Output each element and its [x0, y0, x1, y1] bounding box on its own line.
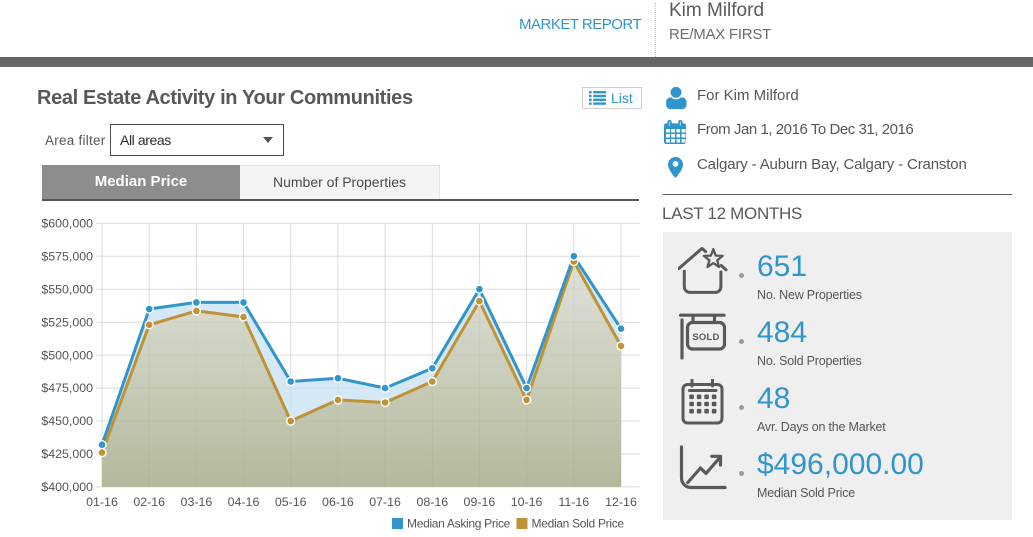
svg-text:$400,000: $400,000	[41, 480, 93, 494]
svg-text:10-16: 10-16	[511, 495, 543, 509]
svg-text:01-16: 01-16	[86, 495, 118, 509]
svg-text:09-16: 09-16	[464, 495, 496, 509]
svg-text:08-16: 08-16	[416, 495, 448, 509]
svg-text:Median Sold Price: Median Sold Price	[532, 517, 625, 531]
svg-text:11-16: 11-16	[558, 495, 589, 509]
svg-text:05-16: 05-16	[275, 495, 307, 509]
svg-text:$450,000: $450,000	[41, 414, 93, 428]
svg-text:$525,000: $525,000	[41, 315, 93, 329]
svg-text:06-16: 06-16	[322, 495, 354, 509]
svg-text:$600,000: $600,000	[41, 217, 93, 231]
svg-text:07-16: 07-16	[369, 495, 401, 509]
svg-text:SOLD: SOLD	[692, 332, 719, 343]
svg-text:Median Asking Price: Median Asking Price	[407, 517, 511, 531]
svg-text:$475,000: $475,000	[41, 381, 93, 395]
svg-text:02-16: 02-16	[133, 495, 165, 509]
svg-text:12-16: 12-16	[605, 495, 637, 509]
svg-text:$425,000: $425,000	[41, 447, 93, 461]
svg-text:$500,000: $500,000	[41, 348, 93, 362]
svg-text:$575,000: $575,000	[41, 249, 93, 263]
svg-text:03-16: 03-16	[181, 495, 213, 509]
svg-text:$550,000: $550,000	[41, 282, 93, 296]
svg-text:04-16: 04-16	[228, 495, 260, 509]
